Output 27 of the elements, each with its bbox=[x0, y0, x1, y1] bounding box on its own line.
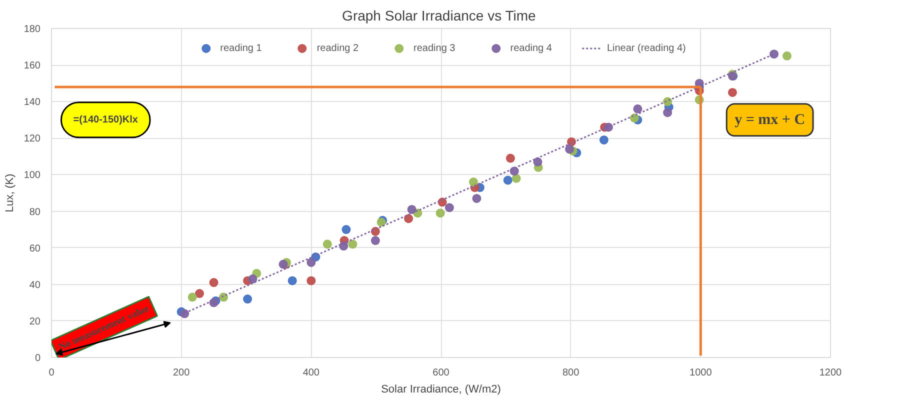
x-tick-label: 0 bbox=[48, 368, 55, 378]
x-tick-label: 1000 bbox=[690, 368, 712, 378]
y-tick-label: 60 bbox=[29, 243, 41, 254]
y-tick-label: 80 bbox=[29, 206, 41, 218]
legend-label: Linear (reading 4) bbox=[606, 42, 686, 54]
legend-label: reading 2 bbox=[316, 42, 359, 54]
y-tick-label: 20 bbox=[29, 316, 41, 328]
x-tick-label: 200 bbox=[172, 368, 190, 378]
y-tick-label: 100 bbox=[24, 170, 41, 182]
y-tick-label: 160 bbox=[24, 60, 41, 72]
y-tick-label: 40 bbox=[29, 280, 41, 291]
chart-title: Graph Solar Irradiance vs Time bbox=[342, 8, 536, 24]
x-axis-title: Solar Irradiance, (W/m2) bbox=[381, 384, 501, 396]
x-tick-label: 800 bbox=[562, 368, 580, 378]
legend-label: reading 3 bbox=[414, 42, 456, 54]
y-axis-title: Lux, (K) bbox=[4, 174, 16, 212]
y-tick-label: 120 bbox=[24, 134, 41, 145]
annotation: y = mx + C bbox=[734, 112, 806, 128]
annotation: =(140-150)Klx bbox=[73, 114, 138, 126]
x-tick-label: 1200 bbox=[819, 368, 842, 378]
x-tick-label: 400 bbox=[302, 368, 320, 378]
legend-label: reading 4 bbox=[510, 42, 552, 54]
y-tick-label: 140 bbox=[24, 97, 41, 108]
y-tick-label: 0 bbox=[34, 353, 41, 364]
x-tick-label: 600 bbox=[432, 368, 450, 378]
y-tick-label: 180 bbox=[24, 24, 41, 35]
legend-label: reading 1 bbox=[220, 42, 262, 54]
